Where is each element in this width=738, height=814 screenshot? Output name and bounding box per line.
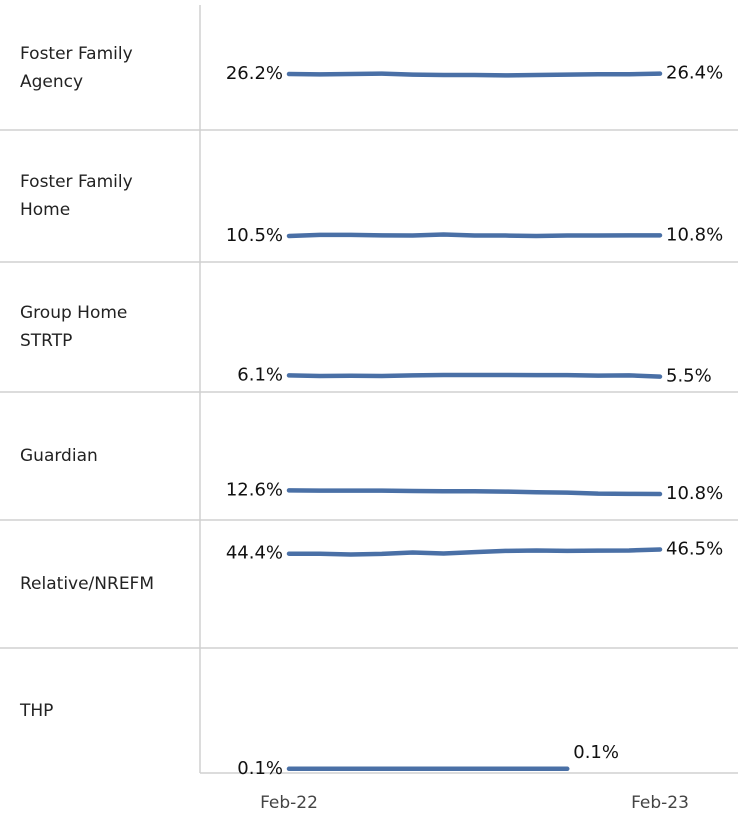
x-tick-label: Feb-22 xyxy=(260,793,318,813)
value-label: 26.2% xyxy=(226,63,283,84)
row-label: Foster Family Home xyxy=(20,172,133,220)
value-label: 10.5% xyxy=(226,225,283,246)
value-label: 44.4% xyxy=(226,543,283,564)
value-label: 12.6% xyxy=(226,479,283,500)
row-label: Group Home STRTP xyxy=(20,303,128,351)
series-line xyxy=(286,488,663,497)
row-label: THP xyxy=(20,700,54,721)
value-label: 10.8% xyxy=(666,483,723,504)
value-label: 5.5% xyxy=(666,366,712,387)
x-tick-label: Feb-23 xyxy=(631,793,689,813)
value-label: 0.1% xyxy=(237,758,283,779)
row-label: Relative/NREFM xyxy=(20,574,154,594)
value-label: 0.1% xyxy=(573,742,619,763)
value-label: 6.1% xyxy=(237,364,283,385)
value-label: 26.4% xyxy=(666,63,723,84)
value-label: 46.5% xyxy=(666,538,723,559)
series-line xyxy=(286,232,663,239)
row-label: Guardian xyxy=(20,446,98,466)
series-line xyxy=(286,71,663,78)
series-line xyxy=(286,372,663,379)
series-line xyxy=(286,547,663,557)
value-label: 10.8% xyxy=(666,224,723,245)
row-label: Foster Family Agency xyxy=(20,43,133,92)
